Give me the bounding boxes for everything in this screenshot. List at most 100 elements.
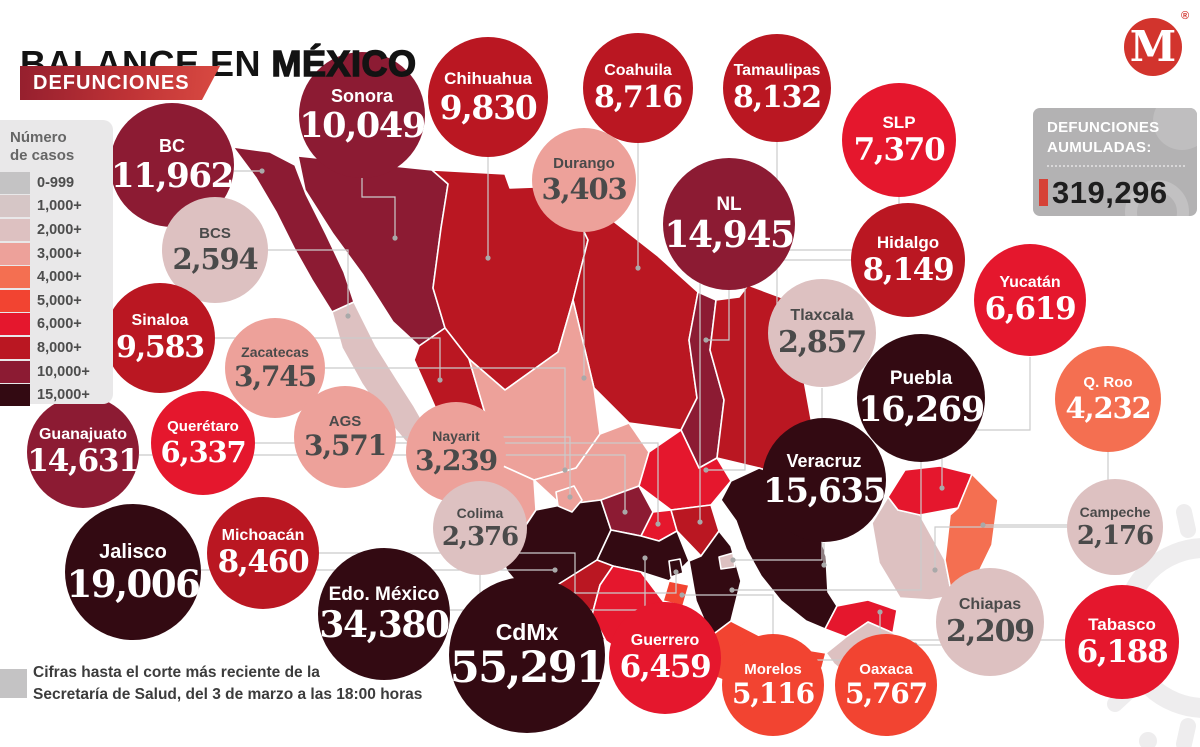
state-value: 10,049 [299, 105, 426, 147]
state-name: Chihuahua [444, 69, 532, 89]
legend-swatch [0, 384, 30, 407]
state-value: 14,631 [27, 443, 139, 480]
legend-item: 6,000+ [0, 313, 113, 337]
state-name: Colima [456, 505, 504, 522]
legend-rows: 0-999 1,000+ 2,000+ 3,000+ 4,000+ 5,000+ 6,000… [0, 171, 113, 407]
legend-label: 8,000+ [37, 339, 82, 356]
state-name: Yucatán [999, 273, 1061, 291]
state-value: 55,291 [449, 643, 606, 694]
state-value: 4,232 [1065, 390, 1151, 425]
state-value: 16,269 [858, 388, 985, 430]
bubble-ags: AGS 3,571 [294, 386, 396, 488]
state-name: NL [716, 193, 742, 215]
legend-swatch [0, 336, 30, 359]
state-value: 8,132 [733, 79, 822, 115]
legend-item: 5,000+ [0, 289, 113, 313]
state-name: Durango [553, 155, 615, 173]
state-value: 8,716 [594, 79, 683, 115]
state-value: 6,188 [1076, 633, 1169, 670]
state-value: 2,376 [441, 521, 519, 552]
bubble-coahuila: Coahuila 8,716 [583, 33, 693, 143]
legend-swatch [0, 266, 30, 289]
state-name: Puebla [889, 368, 953, 390]
bubble-morelos: Morelos 5,116 [722, 634, 824, 736]
legend-label: 10,000+ [37, 363, 90, 380]
state-value: 6,459 [619, 649, 712, 686]
bubble-campeche: Campeche 2,176 [1067, 479, 1163, 575]
defunciones-banner: DEFUNCIONES [20, 66, 220, 100]
legend-swatch [0, 360, 30, 383]
red-accent-bar [1039, 179, 1048, 206]
state-value: 5,767 [844, 677, 928, 711]
state-name: Jalisco [99, 540, 167, 563]
legend-swatch [0, 218, 30, 241]
legend-item: 4,000+ [0, 265, 113, 289]
footnote-marker [0, 669, 27, 698]
milenio-logo: M [1124, 18, 1182, 76]
bubble-nl: NL 14,945 [663, 158, 795, 290]
state-value: 9,830 [439, 87, 538, 127]
legend-item: 1,000+ [0, 195, 113, 219]
bubble-oaxaca: Oaxaca 5,767 [835, 634, 937, 736]
state-value: 34,380 [319, 604, 450, 647]
state-value: 3,239 [414, 443, 498, 477]
state-name: Morelos [744, 660, 802, 678]
state-value: 3,571 [303, 429, 387, 463]
state-name: Querétaro [167, 418, 239, 436]
bubble-guerrero: Guerrero 6,459 [609, 602, 721, 714]
footnote-line2: Secretaría de Salud, del 3 de marzo a la… [33, 686, 423, 704]
bubble-sonora: Sonora 10,049 [299, 52, 426, 178]
bubble-yucata-n: Yucatán 6,619 [974, 244, 1086, 356]
bubble-veracruz: Veracruz 15,635 [762, 418, 886, 542]
bubble-colima: Colima 2,376 [433, 481, 527, 575]
bubble-chiapas: Chiapas 2,209 [936, 568, 1044, 676]
map-state-campeche [871, 496, 953, 601]
legend-label: 0-999 [37, 174, 75, 191]
legend-item: 15,000+ [0, 383, 113, 407]
legend-label: 4,000+ [37, 269, 82, 286]
accumulated-deaths-title: DEFUNCIONES AUMULADAS: [1047, 119, 1160, 157]
accumulated-deaths-box: DEFUNCIONES AUMULADAS: 319,296 [1033, 108, 1197, 216]
map-state-cdmx [668, 558, 684, 578]
state-value: 11,962 [111, 155, 234, 196]
bubble-sinaloa: Sinaloa 9,583 [105, 283, 215, 393]
legend-label: 6,000+ [37, 316, 82, 333]
state-name: Oaxaca [859, 660, 913, 678]
bubble-bc: BC 11,962 [110, 103, 234, 227]
legend-item: 0-999 [0, 171, 113, 195]
state-name: Hidalgo [876, 233, 940, 253]
state-name: AGS [328, 412, 362, 430]
legend-title: Número de casos [10, 129, 75, 164]
state-value: 19,006 [66, 561, 201, 606]
state-value: 8,460 [217, 544, 310, 581]
bubble-q-roo: Q. Roo 4,232 [1055, 346, 1161, 452]
state-value: 3,745 [233, 359, 317, 393]
bubble-slp: SLP 7,370 [842, 83, 956, 197]
legend-label: 15,000+ [37, 387, 90, 404]
state-value: 2,209 [946, 613, 1035, 649]
bubble-guanajuato: Guanajuato 14,631 [27, 396, 140, 508]
state-name: Michoacán [221, 526, 305, 544]
state-name: Tabasco [1088, 615, 1156, 635]
bubble-edo-me-xico: Edo. México 34,380 [318, 548, 450, 680]
dotted-divider [1047, 164, 1185, 167]
bubble-durango: Durango 3,403 [532, 128, 636, 232]
state-value: 6,619 [984, 291, 1077, 328]
state-name: Veracruz [786, 451, 862, 472]
legend-item: 10,000+ [0, 360, 113, 384]
legend-swatch [0, 242, 30, 265]
state-name: SLP [882, 113, 916, 133]
legend-item: 3,000+ [0, 242, 113, 266]
accumulated-deaths-value: 319,296 [1052, 174, 1168, 210]
state-name: Edo. México [328, 583, 440, 605]
legend-panel: Número de casos 0-999 1,000+ 2,000+ 3,000+ 4,… [0, 120, 113, 407]
legend-label: 2,000+ [37, 221, 82, 238]
state-value: 2,594 [172, 241, 258, 276]
state-value: 6,337 [160, 434, 246, 469]
state-value: 15,635 [763, 470, 886, 511]
bubble-puebla: Puebla 16,269 [857, 334, 985, 462]
state-value: 8,149 [862, 251, 955, 288]
legend-label: 3,000+ [37, 245, 82, 262]
bubble-bcs: BCS 2,594 [162, 197, 268, 303]
legend-swatch [0, 171, 30, 194]
